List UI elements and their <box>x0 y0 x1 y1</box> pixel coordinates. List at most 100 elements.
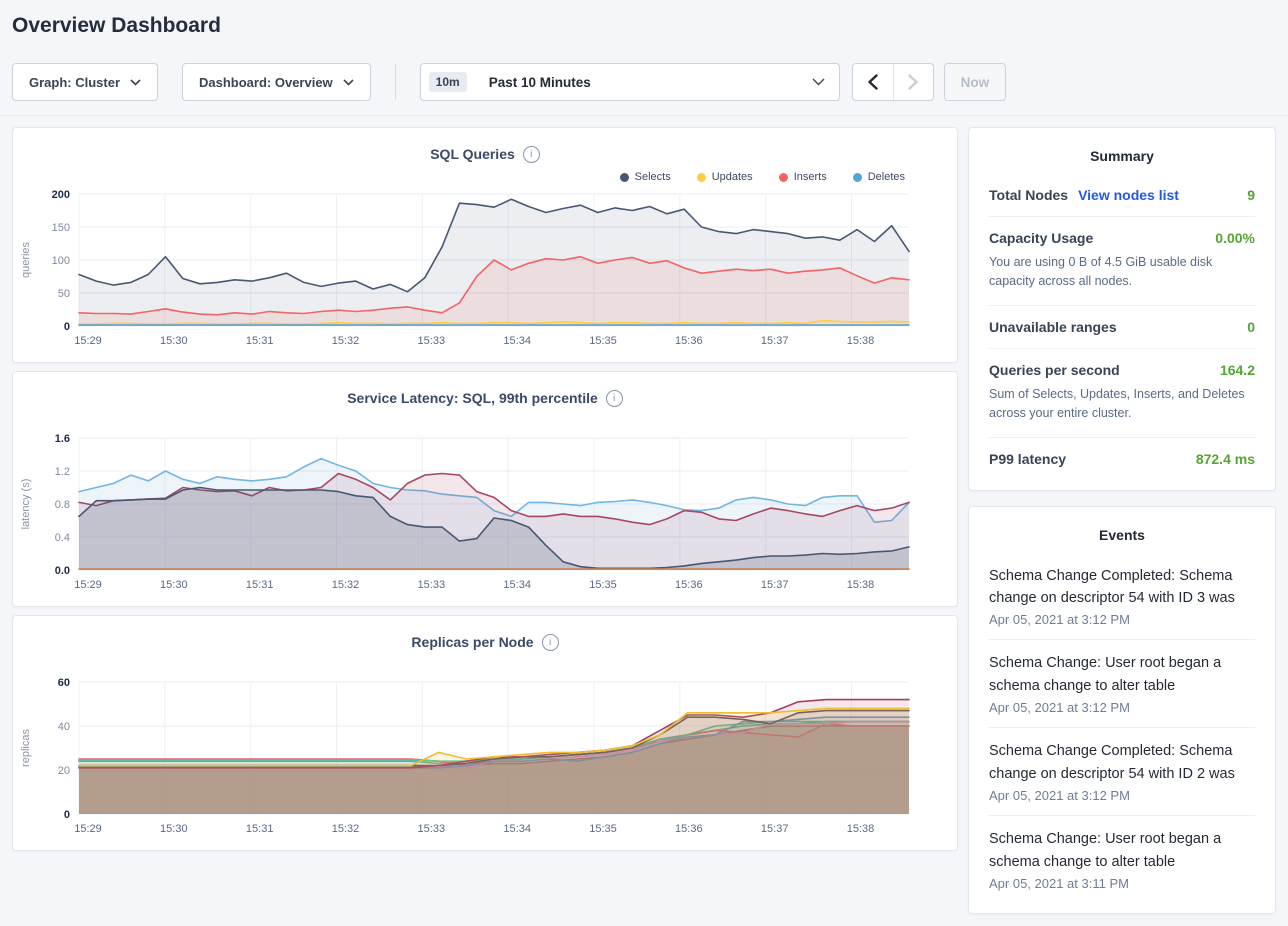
summary-item-value: 872.4 ms <box>1195 450 1255 467</box>
chevron-right-icon <box>908 74 918 90</box>
x-axis-tick-label: 15:29 <box>74 579 102 591</box>
summary-item: Queries per second 164.2 Sum of Selects, U… <box>989 347 1255 437</box>
x-axis-tick-label: 15:35 <box>589 579 617 591</box>
event-text: Schema Change Completed: Schema change o… <box>989 743 1235 782</box>
x-axis-tick-label: 15:29 <box>74 823 102 835</box>
summary-item-value: 0 <box>1247 318 1255 335</box>
time-range-label: Past 10 Minutes <box>488 74 591 90</box>
info-icon[interactable]: i <box>541 633 559 651</box>
now-button[interactable]: Now <box>943 63 1007 101</box>
x-axis-tick-label: 15:38 <box>847 823 875 835</box>
series-area-node-pink <box>79 721 909 814</box>
time-range-badge: 10m <box>428 72 467 92</box>
toolbar-divider <box>394 64 396 100</box>
summary-item-description: Sum of Selects, Updates, Inserts, and De… <box>989 386 1245 421</box>
y-axis-tick-label: 0 <box>64 321 70 333</box>
graph-dropdown[interactable]: Graph: Cluster <box>12 63 159 101</box>
legend-dot-icon <box>852 172 862 182</box>
x-axis-tick-label: 15:31 <box>246 335 274 347</box>
series-area-latency-navy <box>79 487 909 570</box>
y-axis-tick-label: 0.4 <box>55 532 70 544</box>
event-item[interactable]: Schema Change Completed: Schema change o… <box>989 553 1255 640</box>
legend-dot-icon <box>619 172 629 182</box>
legend-dot-icon <box>778 172 788 182</box>
x-axis-tick-label: 15:37 <box>761 823 789 835</box>
time-prev-button[interactable] <box>853 64 893 100</box>
event-item[interactable]: Schema Change: User root began a schema … <box>989 639 1255 727</box>
chevron-down-icon <box>812 78 825 86</box>
header-divider <box>0 115 1288 116</box>
legend-label: Updates <box>711 171 753 183</box>
time-range-selector[interactable]: 10m Past 10 Minutes <box>419 63 840 101</box>
event-timestamp: Apr 05, 2021 at 3:12 PM <box>989 700 1130 716</box>
chevron-down-icon <box>130 78 141 86</box>
view-nodes-list-link[interactable]: View nodes list <box>1078 187 1179 203</box>
x-axis-tick-label: 15:38 <box>847 335 875 347</box>
x-axis-tick-label: 15:38 <box>847 579 875 591</box>
x-axis-tick-label: 15:30 <box>160 335 188 347</box>
chart-plot[interactable]: 15:29 15:30 15:31 15:32 15:33 15:34 15:35 15:36… <box>13 432 923 600</box>
event-items: Schema Change Completed: Schema change o… <box>989 553 1255 904</box>
chart-plot[interactable]: 15:29 15:30 15:31 15:32 15:33 15:34 15:35 15:36… <box>13 188 923 356</box>
legend-item-inserts[interactable]: Inserts <box>778 171 827 183</box>
legend-item-deletes[interactable]: Deletes <box>852 171 905 183</box>
series-line-latency-maroon <box>78 472 910 526</box>
y-axis-tick-label: 0.0 <box>55 565 70 577</box>
series-line-latency-blue <box>78 457 910 523</box>
legend-dot-icon <box>696 172 706 182</box>
x-axis-tick-label: 15:36 <box>675 823 703 835</box>
x-axis-tick-label: 15:29 <box>74 335 102 347</box>
toolbar: Graph: Cluster Dashboard: Overview 10m P… <box>12 62 1276 102</box>
y-axis-tick-label: 50 <box>58 288 70 300</box>
x-axis-tick-label: 15:32 <box>332 579 360 591</box>
legend-item-updates[interactable]: Updates <box>696 171 753 183</box>
summary-card: Summary Total Nodes View nodes list 9 Capac… <box>968 127 1276 491</box>
info-icon[interactable]: i <box>522 145 540 163</box>
summary-item-label: P99 latency <box>989 450 1067 467</box>
page-title: Overview Dashboard <box>12 14 221 37</box>
x-axis-tick-label: 15:36 <box>675 579 703 591</box>
series-area-Inserts <box>79 256 909 326</box>
legend-item-selects[interactable]: Selects <box>619 171 671 183</box>
y-axis-tick-label: 1.6 <box>55 433 70 445</box>
side-column: Summary Total Nodes View nodes list 9 Capac… <box>968 127 1276 915</box>
event-timestamp: Apr 05, 2021 at 3:11 PM <box>989 876 1129 892</box>
x-axis-tick-label: 15:37 <box>761 579 789 591</box>
event-text: Schema Change: User root began a schema … <box>989 655 1222 694</box>
x-axis-tick-label: 15:35 <box>589 823 617 835</box>
series-area-node-dark <box>79 710 909 814</box>
legend-spacer <box>13 410 957 432</box>
x-axis-tick-label: 15:36 <box>675 335 703 347</box>
x-axis-tick-label: 15:34 <box>503 823 531 835</box>
series-area-Selects <box>79 199 909 326</box>
summary-items: Total Nodes View nodes list 9 Capacity Usag… <box>989 174 1255 480</box>
series-line-Inserts <box>78 255 910 316</box>
time-next-button[interactable] <box>892 64 933 100</box>
chart-title: SQL Queries <box>430 146 515 162</box>
info-icon[interactable]: i <box>605 389 623 407</box>
event-item[interactable]: Schema Change: User root began a schema … <box>989 815 1255 903</box>
event-item[interactable]: Schema Change Completed: Schema change o… <box>989 727 1255 815</box>
dashboard-content: SQL Queries i Selects Updates Inserts Delet… <box>12 127 1276 915</box>
series-area-latency-maroon <box>79 473 909 570</box>
legend-spacer <box>13 654 957 676</box>
summary-item-label: Queries per second <box>989 361 1120 378</box>
series-line-node-yellow <box>78 707 910 767</box>
chevron-left-icon <box>867 74 878 90</box>
dashboard-dropdown[interactable]: Dashboard: Overview <box>182 63 371 101</box>
events-title: Events <box>1099 526 1145 543</box>
series-area-node-magenta <box>79 699 909 814</box>
chevron-down-icon <box>343 78 354 86</box>
event-timestamp: Apr 05, 2021 at 3:12 PM <box>989 612 1130 628</box>
event-text: Schema Change: User root began a schema … <box>989 831 1222 870</box>
chart-plot[interactable]: 15:29 15:30 15:31 15:32 15:33 15:34 15:35 15:36… <box>13 676 923 844</box>
series-area-node-yellow <box>79 708 909 814</box>
x-axis-tick-label: 15:31 <box>246 579 274 591</box>
dashboard-dropdown-label: Dashboard: Overview <box>199 74 333 90</box>
y-axis-label: replicas <box>20 729 32 767</box>
series-area-node-teal <box>79 721 909 814</box>
now-button-label: Now <box>960 74 990 90</box>
x-axis-tick-label: 15:37 <box>761 335 789 347</box>
summary-title: Summary <box>1090 148 1154 164</box>
y-axis-tick-label: 150 <box>52 222 70 234</box>
